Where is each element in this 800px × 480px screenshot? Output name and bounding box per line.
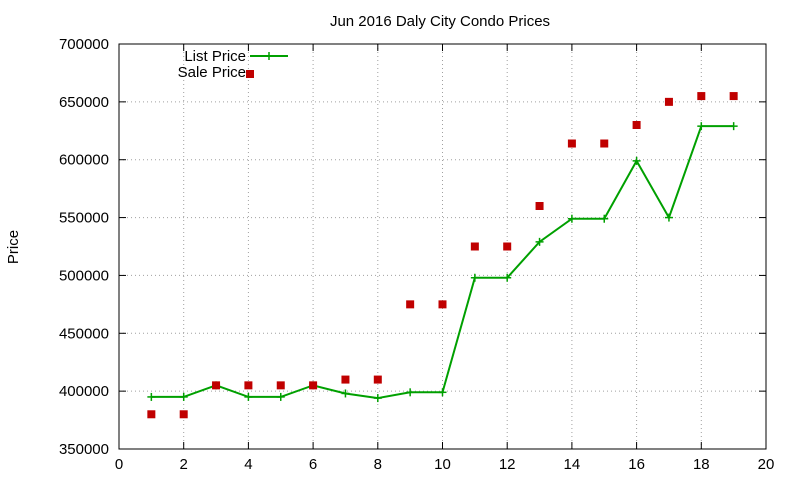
sale-price-point <box>567 139 576 148</box>
sale-price-point <box>503 242 512 251</box>
y-tick-label: 350000 <box>59 441 109 458</box>
y-tick-label: 500000 <box>59 267 109 284</box>
sale-price-point <box>438 300 447 309</box>
x-tick-label: 16 <box>628 456 645 473</box>
sale-price-point <box>406 300 415 309</box>
x-tick-label: 20 <box>758 456 775 473</box>
sale-price-point <box>600 139 609 148</box>
list-price-point <box>664 213 673 222</box>
sale-price-point <box>341 375 350 384</box>
list-price-line <box>151 125 734 400</box>
x-tick-label: 14 <box>564 456 581 473</box>
x-tick-label: 18 <box>693 456 710 473</box>
sale-price-point <box>729 92 738 101</box>
y-tick-label: 400000 <box>59 383 109 400</box>
plot-area: 0 2 4 6 8 10 12 14 16 18 20 350000 400000 450000 50000… <box>59 36 774 473</box>
sale-price-point <box>309 381 318 390</box>
list-price-point <box>470 273 479 282</box>
y-tick-label: 600000 <box>59 152 109 169</box>
y-axis-title: Price <box>5 230 22 264</box>
legend-label: List Price <box>184 48 246 65</box>
y-tick-label: 650000 <box>59 94 109 111</box>
list-price-point <box>632 156 641 165</box>
x-tick-label: 2 <box>180 456 188 473</box>
x-tick-label: 12 <box>499 456 516 473</box>
list-price-point <box>503 273 512 282</box>
legend-square-swatch <box>246 70 254 78</box>
sale-price-point <box>276 381 285 390</box>
legend-plus-swatch <box>265 52 273 60</box>
legend-entry-sale-price: Sale Price <box>178 64 254 81</box>
list-price-point <box>179 392 188 401</box>
list-price-point <box>535 237 544 246</box>
sale-price-point <box>244 381 253 390</box>
chart-title: Jun 2016 Daly City Condo Prices <box>330 13 550 30</box>
x-tick-label: 8 <box>374 456 382 473</box>
list-price-point <box>276 392 285 401</box>
list-price-point <box>341 389 350 398</box>
plot-border <box>118 43 767 450</box>
x-tick-label: 0 <box>115 456 123 473</box>
x-tick-label: 10 <box>434 456 451 473</box>
list-price-point <box>567 214 576 223</box>
list-price-point <box>244 392 253 401</box>
sale-price-point <box>373 375 382 384</box>
sale-price-point <box>179 410 188 419</box>
sale-price-point <box>147 410 156 419</box>
y-tick-label: 700000 <box>59 36 109 53</box>
list-price-point <box>406 388 415 397</box>
x-tick-label: 6 <box>309 456 317 473</box>
list-price-point <box>600 214 609 223</box>
y-tick-label: 550000 <box>59 210 109 227</box>
sale-price-point <box>664 97 673 106</box>
sale-price-point <box>632 121 641 129</box>
y-tick-label: 450000 <box>59 325 109 342</box>
sale-price-point <box>212 381 221 390</box>
list-price-point <box>373 394 382 403</box>
legend-label: Sale Price <box>178 64 246 81</box>
list-price-point <box>729 122 738 131</box>
legend-entry-list-price: List Price <box>184 48 288 65</box>
list-price-point <box>147 392 156 401</box>
x-tick-label: 4 <box>244 456 252 473</box>
sale-price-point <box>697 92 706 101</box>
sale-price-point <box>535 202 544 210</box>
list-price-point <box>697 122 706 131</box>
list-price-point <box>438 388 447 397</box>
sale-price-series <box>147 92 738 419</box>
sale-price-point <box>470 242 479 251</box>
